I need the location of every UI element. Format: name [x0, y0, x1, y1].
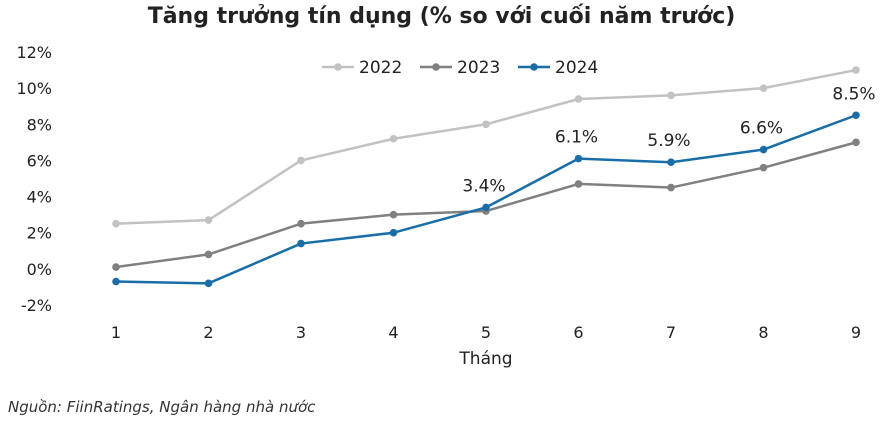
x-tick-label: 3: [296, 323, 306, 342]
legend-label: 2024: [555, 58, 598, 78]
data-point-2023: [112, 263, 120, 271]
legend-item-2023: 2023: [420, 58, 500, 78]
data-point-2022: [204, 216, 213, 224]
y-tick-label: 2%: [27, 224, 52, 243]
x-tick-label: 4: [388, 323, 398, 342]
data-point-2024: [667, 158, 675, 167]
x-axis-title: Tháng: [458, 349, 512, 369]
x-tick-label: 5: [481, 323, 491, 342]
data-point-2023: [297, 219, 305, 228]
legend-swatch-marker: [432, 63, 440, 71]
data-point-2023: [759, 163, 768, 172]
legend-swatch-marker: [334, 63, 342, 71]
data-point-2024: [759, 145, 768, 154]
data-point-2022: [389, 134, 398, 143]
annotation-layer: 3.4% 6.1% 5.9% 6.6% 8.5%: [462, 84, 875, 196]
data-point-2022: [574, 95, 583, 103]
legend-item-2022: 2022: [322, 58, 402, 78]
y-tick-label: 8%: [27, 115, 52, 134]
legend-label: 2023: [457, 58, 500, 78]
data-point-2022: [852, 66, 860, 74]
y-tick-label: -2%: [21, 296, 52, 315]
data-point-2023: [389, 210, 398, 219]
legend: 2022 2023 2024: [322, 58, 598, 78]
series-line-2022: [115, 68, 857, 225]
x-tick-label: 8: [758, 323, 768, 342]
x-tick-label: 1: [111, 323, 121, 342]
data-point-2022: [482, 120, 490, 129]
y-tick-label: 12%: [16, 43, 52, 62]
series-2024: [112, 111, 860, 288]
x-tick-label: 2: [203, 323, 213, 342]
data-point-2024: [574, 154, 583, 163]
y-tick-label: 10%: [16, 79, 52, 98]
data-point-2023: [667, 183, 675, 192]
series-layer: [112, 66, 860, 288]
data-point-2023: [852, 138, 860, 147]
legend-label: 2022: [359, 58, 402, 78]
source-note: Nguồn: FiinRatings, Ngân hàng nhà nước: [8, 398, 316, 416]
x-tick-label: 6: [573, 323, 583, 342]
x-axis-ticks: 1 2 3 4 5 6 7 8 9: [111, 323, 861, 342]
y-tick-label: 6%: [27, 151, 52, 170]
data-label: 6.1%: [555, 128, 598, 148]
series-line-2024: [115, 114, 857, 285]
data-point-2024: [482, 203, 490, 212]
data-point-2022: [759, 84, 768, 92]
data-point-2024: [204, 279, 213, 288]
data-point-2022: [667, 91, 675, 100]
y-tick-label: 0%: [27, 260, 52, 279]
x-tick-label: 7: [666, 323, 676, 342]
data-label: 8.5%: [832, 84, 875, 104]
data-label: 3.4%: [462, 176, 505, 196]
data-point-2024: [297, 239, 305, 248]
series-2022: [112, 66, 860, 228]
legend-item-2024: 2024: [518, 58, 598, 78]
data-point-2022: [112, 219, 120, 228]
legend-swatch-marker: [530, 63, 538, 71]
y-axis-ticks: -2% 0% 2% 4% 6% 8% 10% 12%: [16, 43, 52, 315]
data-point-2023: [204, 250, 213, 259]
data-label: 6.6%: [740, 119, 783, 139]
data-label: 5.9%: [647, 131, 690, 151]
y-tick-label: 4%: [27, 188, 52, 207]
data-point-2022: [297, 156, 305, 165]
chart-title: Tăng trưởng tín dụng (% so với cuối năm …: [147, 4, 736, 29]
data-point-2023: [574, 180, 583, 188]
data-point-2024: [852, 111, 860, 120]
data-point-2024: [112, 277, 120, 286]
x-tick-label: 9: [851, 323, 861, 342]
data-point-2024: [389, 228, 398, 237]
